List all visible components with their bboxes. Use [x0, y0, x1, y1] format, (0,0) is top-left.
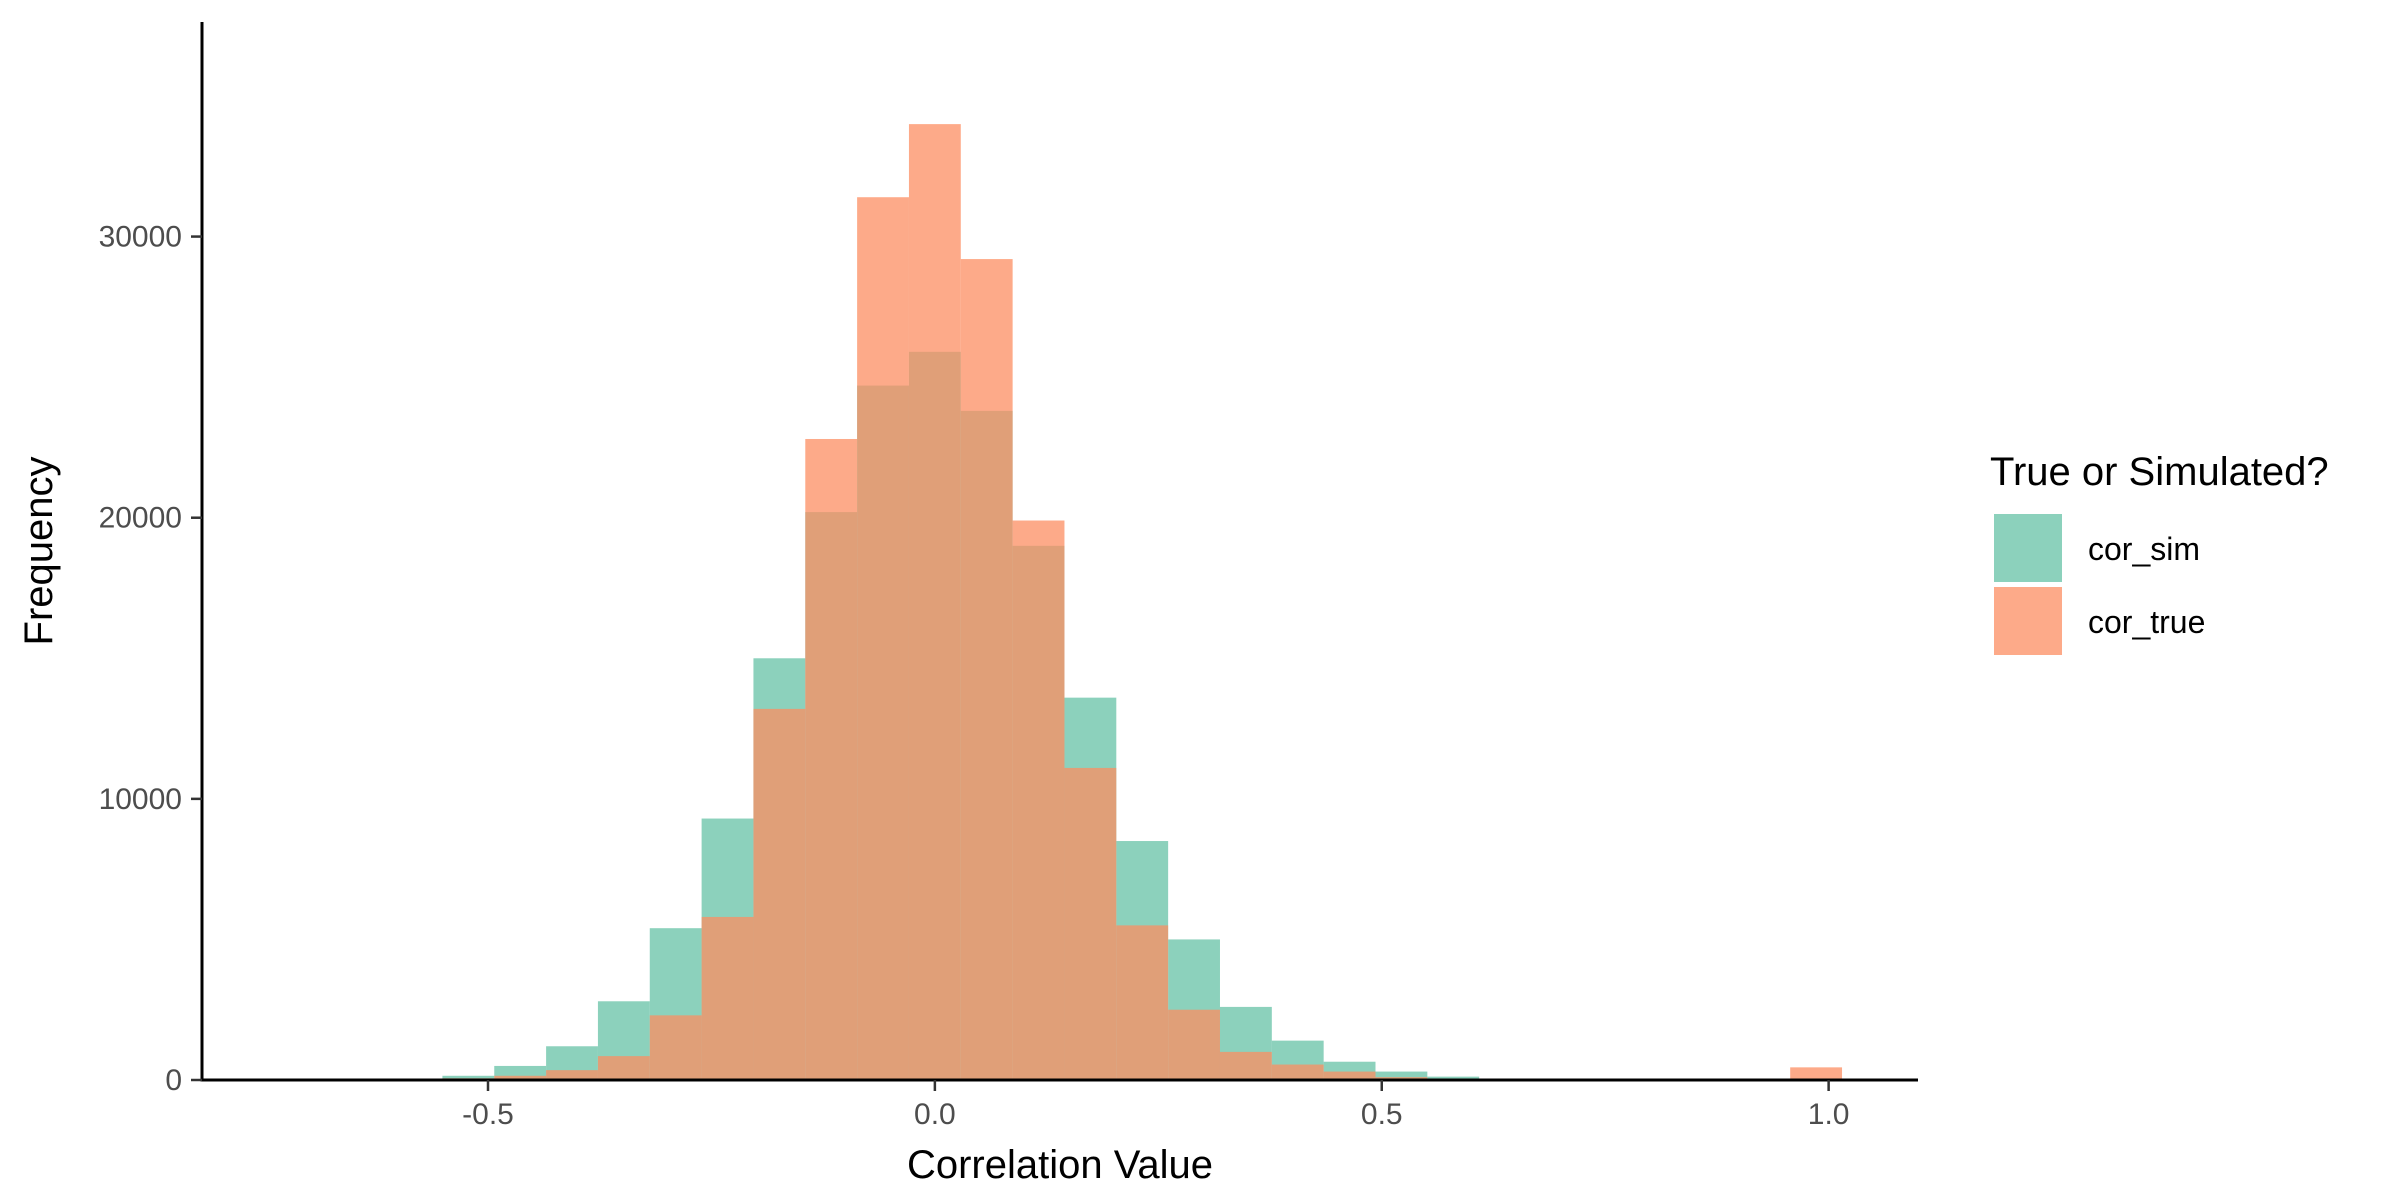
y-axis-title: Frequency	[17, 457, 61, 646]
y-tick-label: 20000	[99, 502, 182, 535]
cor-true-bar	[649, 1015, 702, 1080]
legend: True or Simulated? cor_sim cor_true	[1990, 450, 2329, 655]
x-tick-label: 0.5	[1361, 1098, 1403, 1131]
cor-true-bar	[857, 197, 909, 1080]
cor-true-bar	[1219, 1051, 1272, 1080]
x-tick-label: 1.0	[1808, 1098, 1850, 1131]
cor-true-bar	[1271, 1064, 1324, 1080]
legend-label-cor-true: cor_true	[2088, 604, 2205, 640]
cor-true-bar	[1790, 1067, 1843, 1080]
cor-true-bar	[805, 438, 858, 1081]
cor-true-bar	[546, 1070, 598, 1080]
y-tick-label: 30000	[99, 221, 182, 254]
cor-sim-bar	[1427, 1076, 1480, 1080]
cor-true-bar	[1116, 925, 1169, 1080]
legend-title: True or Simulated?	[1990, 450, 2329, 494]
y-tick-label: 10000	[99, 783, 182, 816]
legend-key-cor-true	[1994, 587, 2062, 655]
x-axis-ticks: -0.5 0.0 0.5 1.0	[462, 1080, 1849, 1131]
cor-true-bar	[1064, 767, 1117, 1080]
cor-true-bar	[1168, 1009, 1220, 1080]
cor-true-bar	[1012, 520, 1065, 1080]
y-tick-label: 0	[165, 1064, 182, 1097]
cor-true-bar	[494, 1075, 547, 1080]
cor-true-bar	[1323, 1071, 1376, 1080]
cor-sim-bar	[1375, 1071, 1428, 1080]
cor-true-bar	[701, 916, 754, 1080]
legend-key-cor-sim	[1994, 514, 2062, 582]
cor-true-bar	[908, 124, 961, 1081]
cor-true-bar	[597, 1056, 650, 1080]
cor-sim-bar	[442, 1075, 495, 1080]
cor-true-bar	[960, 259, 1013, 1080]
cor-true-bars	[442, 124, 1843, 1081]
x-axis-title: Correlation Value	[907, 1143, 1213, 1187]
cor-true-bar	[753, 708, 806, 1080]
x-tick-label: 0.0	[914, 1098, 956, 1131]
y-axis-ticks: 0 10000 20000 30000	[99, 221, 202, 1097]
legend-label-cor-sim: cor_sim	[2088, 531, 2200, 567]
x-tick-label: -0.5	[462, 1098, 514, 1131]
